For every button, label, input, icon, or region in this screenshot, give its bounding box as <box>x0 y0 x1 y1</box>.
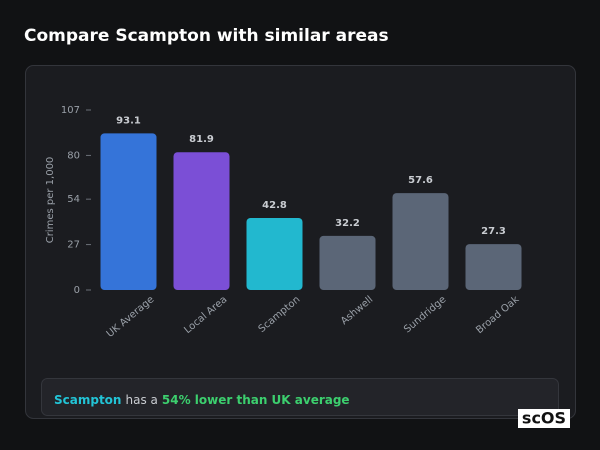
summary-text: has a <box>125 393 157 407</box>
y-tick-label: 80 <box>67 150 80 161</box>
bar <box>173 152 230 290</box>
y-tick-label: 107 <box>61 105 80 116</box>
logo: scOS <box>522 409 566 428</box>
value-label: 42.8 <box>262 200 287 211</box>
value-label: 93.1 <box>116 115 141 126</box>
value-label: 27.3 <box>481 226 506 237</box>
bar <box>465 244 522 290</box>
title: Compare Scampton with similar areas <box>24 26 389 46</box>
y-tick-label: 54 <box>67 194 80 205</box>
summary-comparison: 54% lower than UK average <box>162 393 350 407</box>
bar <box>246 218 303 290</box>
bar <box>319 235 376 290</box>
y-axis-label: Crimes per 1,000 <box>45 157 56 244</box>
bar <box>392 193 449 290</box>
value-label: 57.6 <box>408 175 433 186</box>
summary-area: Scampton <box>54 393 121 407</box>
bar <box>100 133 157 290</box>
summary: Scampton has a 54% lower than UK average <box>54 393 350 407</box>
summary-box <box>41 378 559 416</box>
value-label: 32.2 <box>335 218 360 229</box>
logo-box <box>518 409 570 428</box>
value-label: 81.9 <box>189 134 214 145</box>
y-tick-label: 0 <box>74 285 80 296</box>
y-tick-label: 27 <box>67 240 80 251</box>
